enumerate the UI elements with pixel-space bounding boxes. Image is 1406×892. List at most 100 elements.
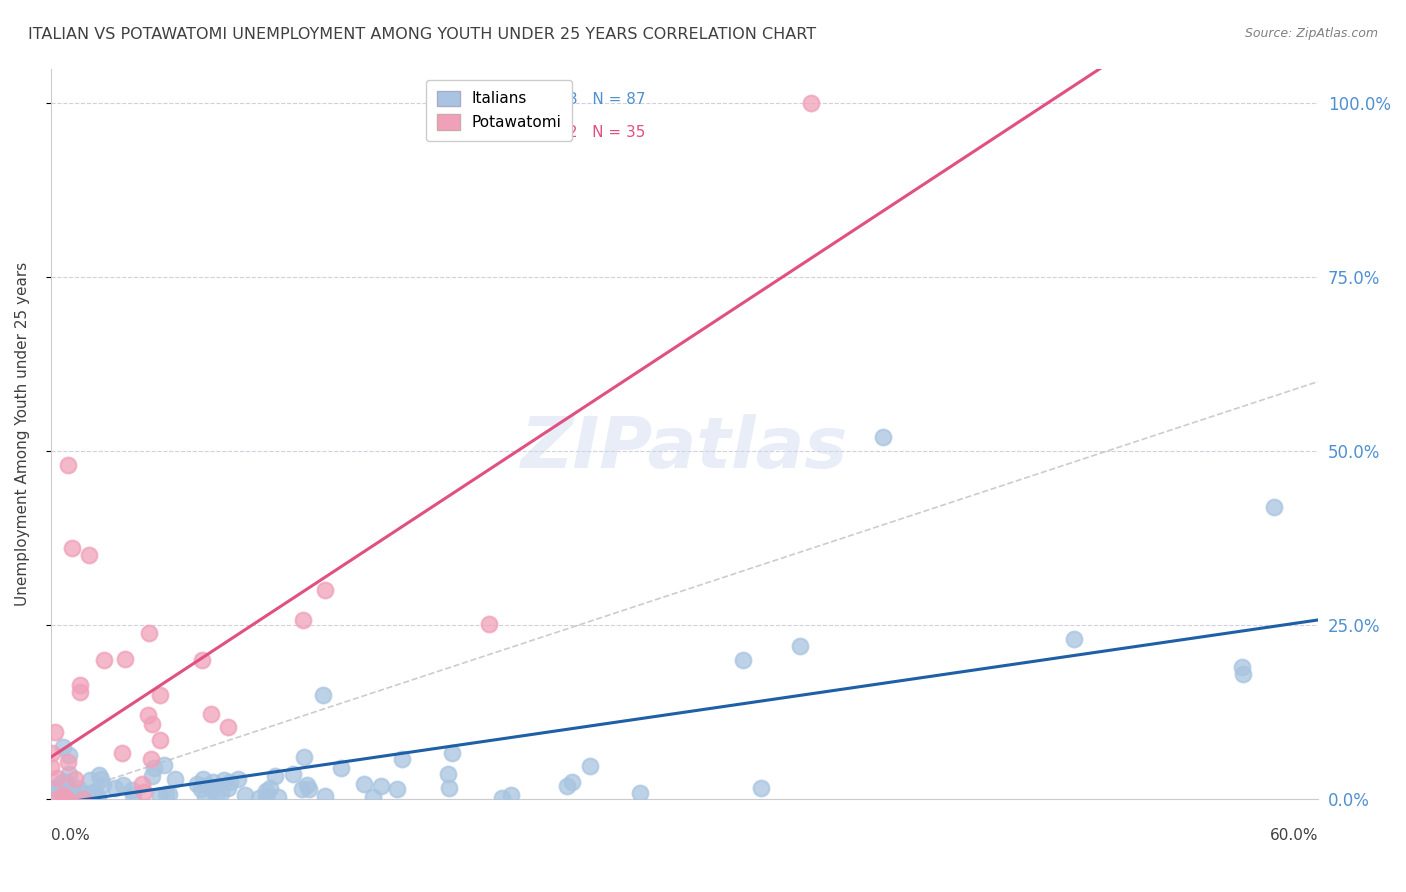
Point — [298, 781, 321, 796]
Legend: Italians, Potawatomi: Italians, Potawatomi — [426, 79, 572, 141]
Point — [437, 780, 460, 795]
Point — [77, 549, 100, 563]
Point — [202, 774, 225, 789]
Point — [1263, 500, 1285, 514]
Point — [437, 767, 460, 781]
Text: 60.0%: 60.0% — [1270, 828, 1319, 843]
Point — [63, 784, 86, 798]
Point — [142, 761, 165, 775]
Point — [217, 720, 239, 734]
Point — [69, 685, 91, 699]
Text: Source: ZipAtlas.com: Source: ZipAtlas.com — [1244, 27, 1378, 40]
Point — [233, 789, 256, 803]
Point — [45, 782, 67, 797]
Point — [91, 778, 114, 792]
Point — [191, 653, 214, 667]
Point — [555, 780, 578, 794]
Text: ITALIAN VS POTAWATOMI UNEMPLOYMENT AMONG YOUTH UNDER 25 YEARS CORRELATION CHART: ITALIAN VS POTAWATOMI UNEMPLOYMENT AMONG… — [28, 27, 817, 42]
Point — [141, 769, 163, 783]
Point — [39, 760, 62, 774]
Point — [52, 739, 75, 754]
Point — [200, 706, 222, 721]
Point — [217, 780, 239, 795]
Point — [363, 790, 385, 805]
Point — [329, 761, 352, 775]
Point — [141, 752, 163, 766]
Text: R = 0.712   N = 35: R = 0.712 N = 35 — [501, 125, 645, 140]
Point — [259, 780, 281, 795]
Point — [731, 653, 754, 667]
Point — [491, 791, 513, 805]
Point — [56, 791, 79, 805]
Point — [45, 792, 67, 806]
Point — [121, 788, 143, 802]
Point — [148, 688, 170, 702]
Point — [155, 787, 177, 801]
Point — [628, 786, 651, 800]
Point — [201, 782, 224, 797]
Point — [41, 780, 63, 795]
Point — [152, 757, 174, 772]
Point — [72, 792, 94, 806]
Point — [90, 772, 112, 787]
Point — [370, 779, 392, 793]
Point — [112, 778, 135, 792]
Point — [204, 788, 226, 802]
Point — [84, 784, 107, 798]
Point — [149, 789, 172, 804]
Point — [111, 747, 134, 761]
Point — [1063, 632, 1085, 646]
Y-axis label: Unemployment Among Youth under 25 years: Unemployment Among Youth under 25 years — [15, 261, 30, 606]
Point — [385, 782, 408, 797]
Point — [60, 541, 83, 556]
Point — [58, 766, 80, 780]
Point — [247, 790, 270, 805]
Point — [194, 789, 217, 804]
Point — [87, 789, 110, 804]
Point — [749, 780, 772, 795]
Point — [163, 772, 186, 786]
Point — [149, 732, 172, 747]
Point — [55, 775, 77, 789]
Point — [52, 792, 75, 806]
Text: R = 0.193   N = 87: R = 0.193 N = 87 — [501, 93, 645, 107]
Point — [478, 617, 501, 632]
Point — [254, 784, 277, 798]
Text: ZIPatlas: ZIPatlas — [520, 414, 848, 483]
Point — [53, 782, 76, 797]
Point — [190, 782, 212, 797]
Point — [295, 778, 318, 792]
Point — [195, 778, 218, 792]
Point — [800, 96, 823, 111]
Point — [69, 678, 91, 692]
Point — [67, 780, 90, 795]
Point — [212, 772, 235, 787]
Point — [56, 458, 79, 472]
Text: 0.0%: 0.0% — [51, 828, 90, 843]
Point — [51, 774, 73, 789]
Point — [82, 789, 104, 803]
Point — [121, 783, 143, 797]
Point — [67, 786, 90, 800]
Point — [93, 653, 115, 667]
Point — [44, 724, 66, 739]
Point — [291, 781, 314, 796]
Point — [134, 785, 156, 799]
Point — [353, 777, 375, 791]
Point — [267, 789, 290, 804]
Point — [292, 613, 315, 627]
Point — [499, 788, 522, 802]
Point — [58, 748, 80, 763]
Point — [312, 688, 335, 702]
Point — [46, 772, 69, 786]
Point — [73, 786, 96, 800]
Point — [226, 772, 249, 786]
Point — [138, 626, 160, 640]
Point — [219, 774, 242, 789]
Point — [314, 789, 336, 803]
Point — [79, 773, 101, 788]
Point — [53, 774, 76, 789]
Point — [52, 789, 75, 803]
Point — [104, 780, 127, 795]
Point — [63, 772, 86, 787]
